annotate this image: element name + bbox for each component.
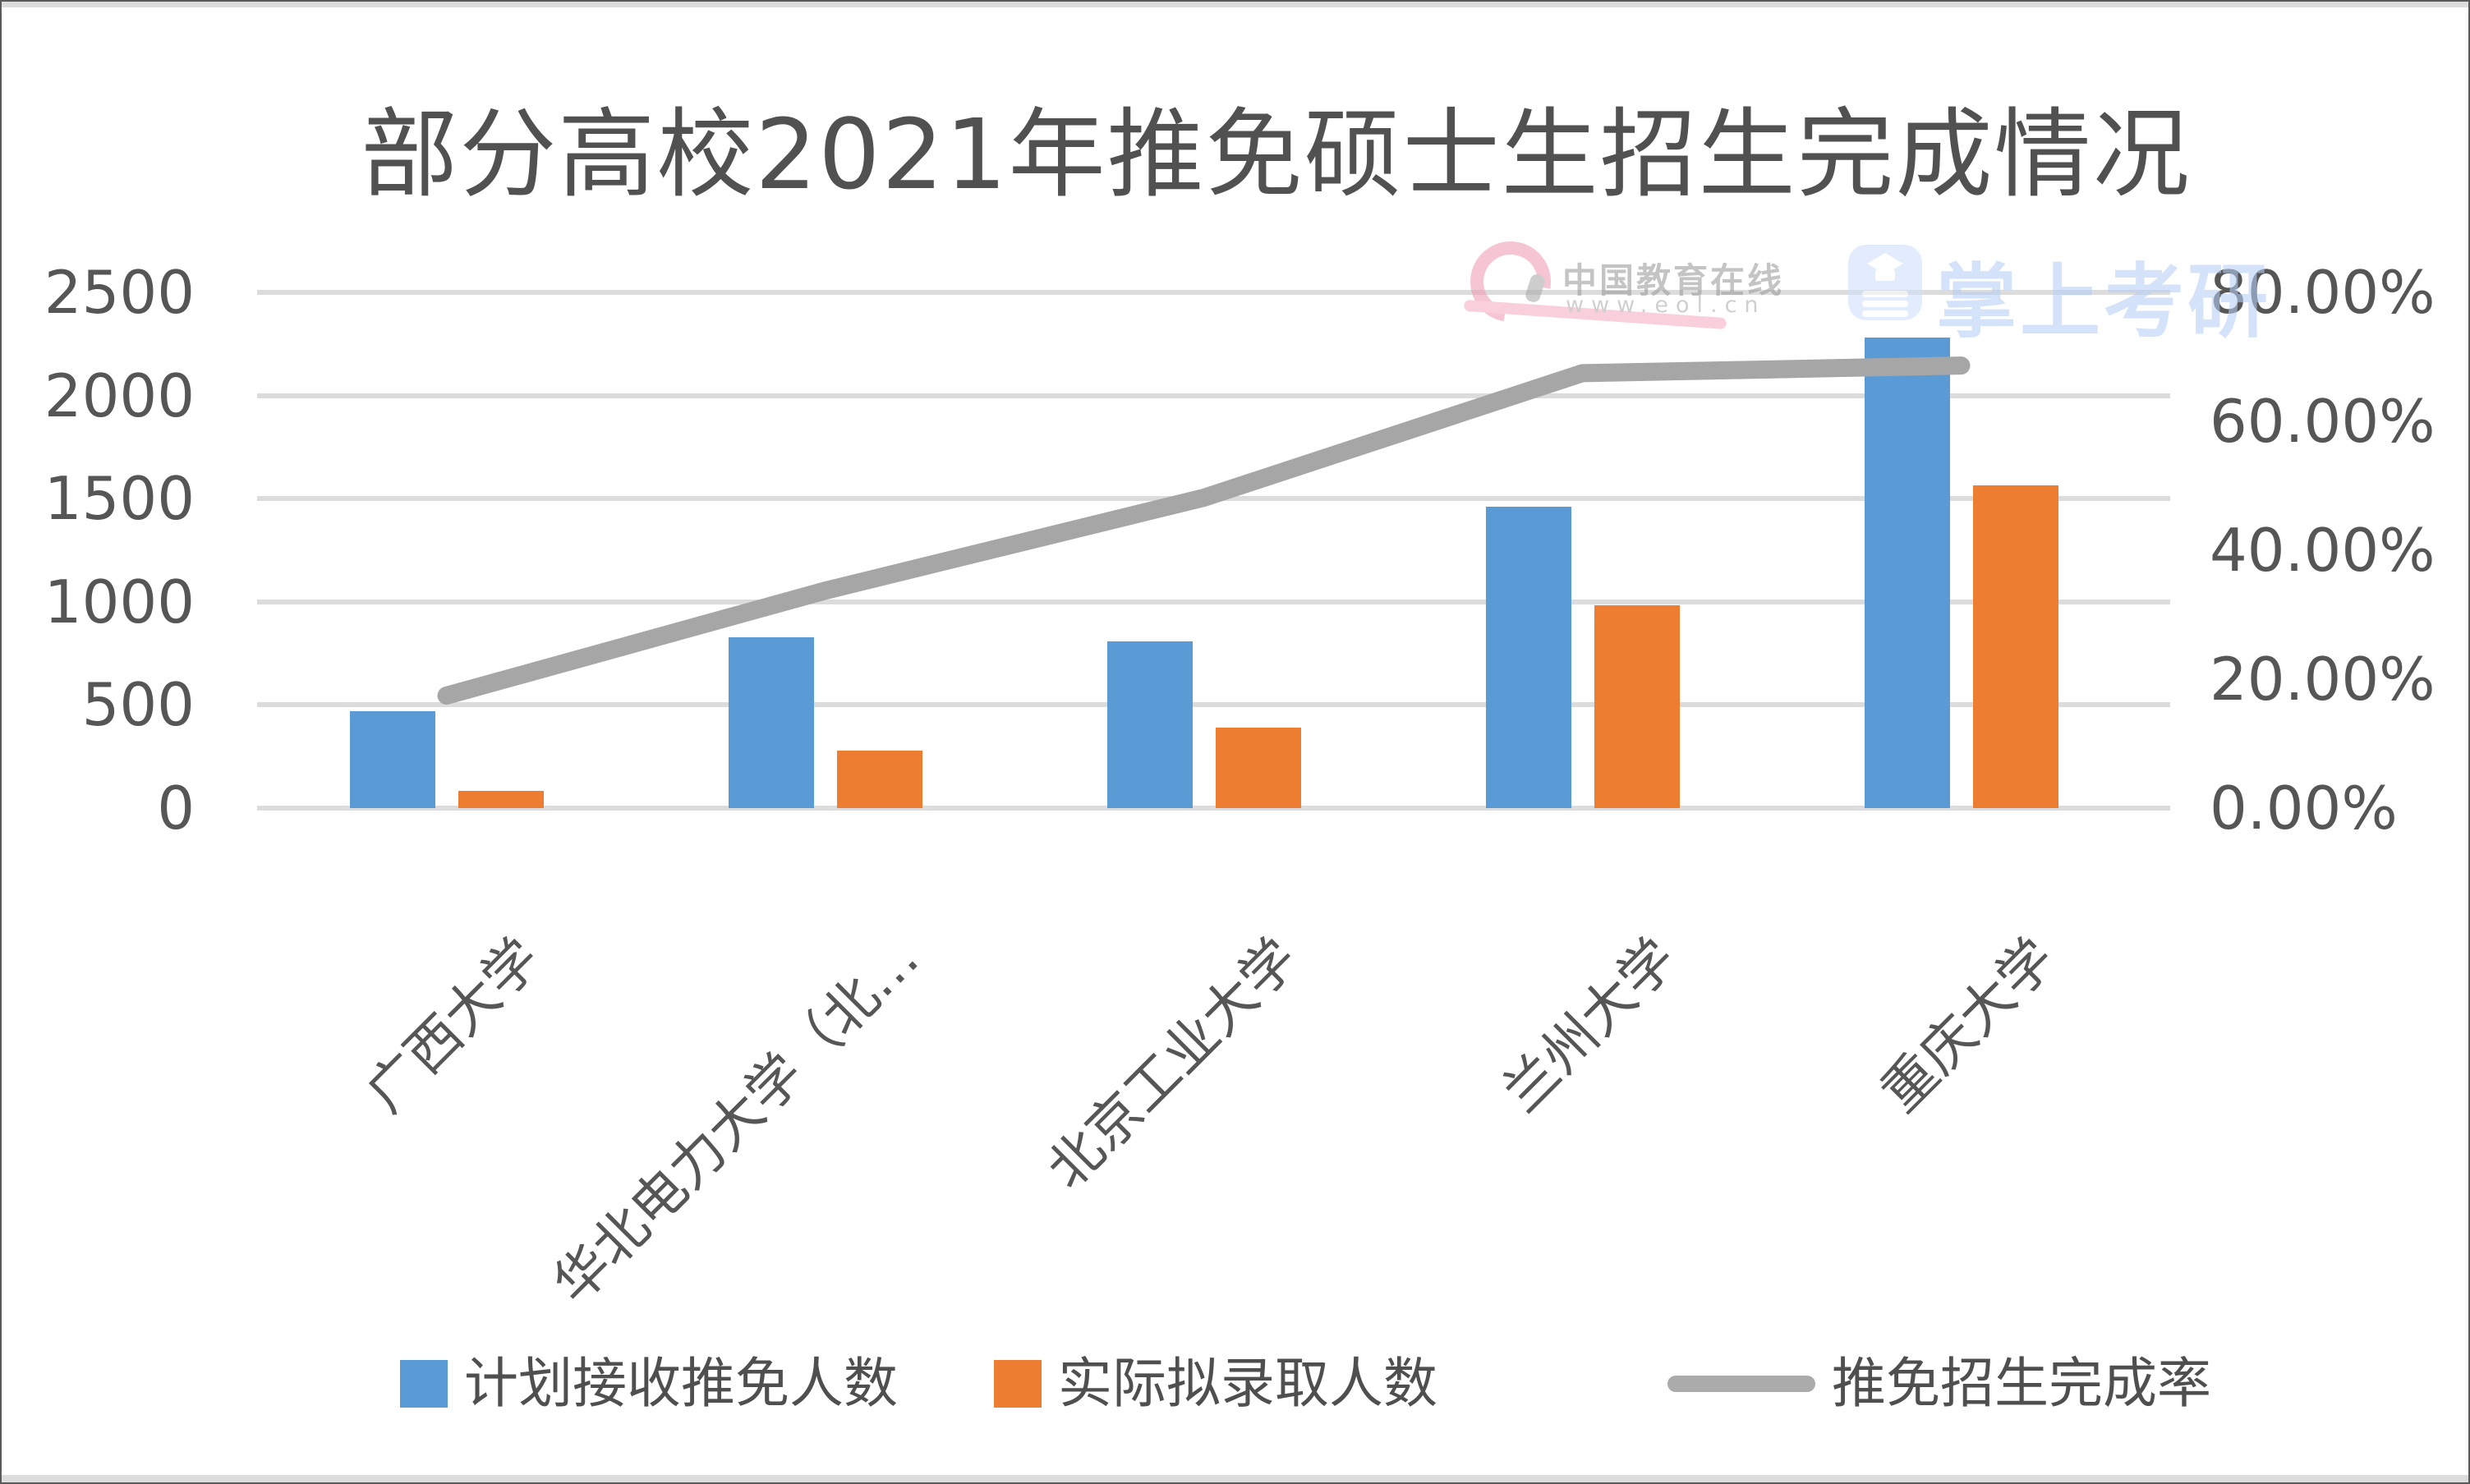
- y-axis-tick-label-right: 60.00%: [2210, 387, 2436, 456]
- gridline: [257, 393, 2170, 398]
- y-axis-tick-label-right: 80.00%: [2210, 258, 2436, 327]
- chart-title: 部分高校2021年推免硕士生招生完成情况: [361, 98, 2192, 211]
- y-axis-tick-label-left: 2000: [44, 361, 195, 430]
- y-axis-tick-label-left: 1500: [44, 464, 195, 534]
- bar-计划接收推免人数-重庆大学: [1864, 338, 1950, 808]
- bar-计划接收推免人数-华北电力大学（北…: [728, 636, 814, 808]
- y-axis-tick-label-right: 0.00%: [2210, 774, 2398, 843]
- legend-swatch-planned: [400, 1360, 448, 1408]
- gridline: [257, 290, 2170, 295]
- watermark-app-text: 掌上考研: [1936, 255, 2272, 349]
- y-axis-tick-label-left: 500: [81, 670, 195, 740]
- bar-实际拟录取人数-华北电力大学（北…: [836, 750, 922, 808]
- gridline: [257, 702, 2170, 708]
- legend-item-actual: 实际拟录取人数: [994, 1355, 1437, 1413]
- bar-实际拟录取人数-北京工业大学: [1215, 728, 1301, 808]
- legend-item-planned: 计划接收推免人数: [400, 1355, 898, 1413]
- y-axis-tick-label-right: 20.00%: [2210, 645, 2436, 714]
- y-axis-tick-label-left: 2500: [44, 258, 195, 327]
- y-axis-tick-label-left: 0: [157, 774, 195, 843]
- graduation-cap-book-icon: [1848, 245, 1922, 320]
- y-axis-tick-label-right: 40.00%: [2210, 516, 2436, 585]
- watermark-brand-text: 中国教育在线: [1562, 260, 1785, 301]
- bar-实际拟录取人数-广西大学: [458, 791, 544, 808]
- open-book-icon: [1862, 291, 1908, 297]
- gridline: [257, 806, 2170, 811]
- eol-logo-icon: [1454, 225, 1567, 338]
- bar-计划接收推免人数-北京工业大学: [1106, 641, 1193, 808]
- bottom-edge-band: [2, 1475, 2468, 1482]
- legend-line-swatch: [1667, 1376, 1815, 1392]
- legend-label-planned: 计划接收推免人数: [464, 1352, 898, 1415]
- graduation-cap-base-icon: [1875, 269, 1895, 281]
- legend-swatch-actual: [994, 1360, 1042, 1408]
- legend-item-completion-rate: 推免招生完成率: [1667, 1355, 2211, 1413]
- bar-计划接收推免人数-兰州大学: [1485, 507, 1571, 808]
- legend-label-completion-rate: 推免招生完成率: [1832, 1352, 2211, 1415]
- bar-实际拟录取人数-重庆大学: [1972, 485, 2058, 808]
- gridline: [257, 599, 2170, 604]
- watermark: 中国教育在线 www.eol.cn 掌上考研: [1454, 225, 2268, 349]
- y-axis-tick-label-left: 1000: [44, 567, 195, 636]
- legend-label-actual: 实际拟录取人数: [1058, 1352, 1437, 1415]
- bar-实际拟录取人数-兰州大学: [1594, 604, 1680, 808]
- bar-计划接收推免人数-广西大学: [349, 710, 435, 808]
- top-edge-band: [2, 2, 2468, 7]
- watermark-url-text: www.eol.cn: [1566, 292, 1766, 318]
